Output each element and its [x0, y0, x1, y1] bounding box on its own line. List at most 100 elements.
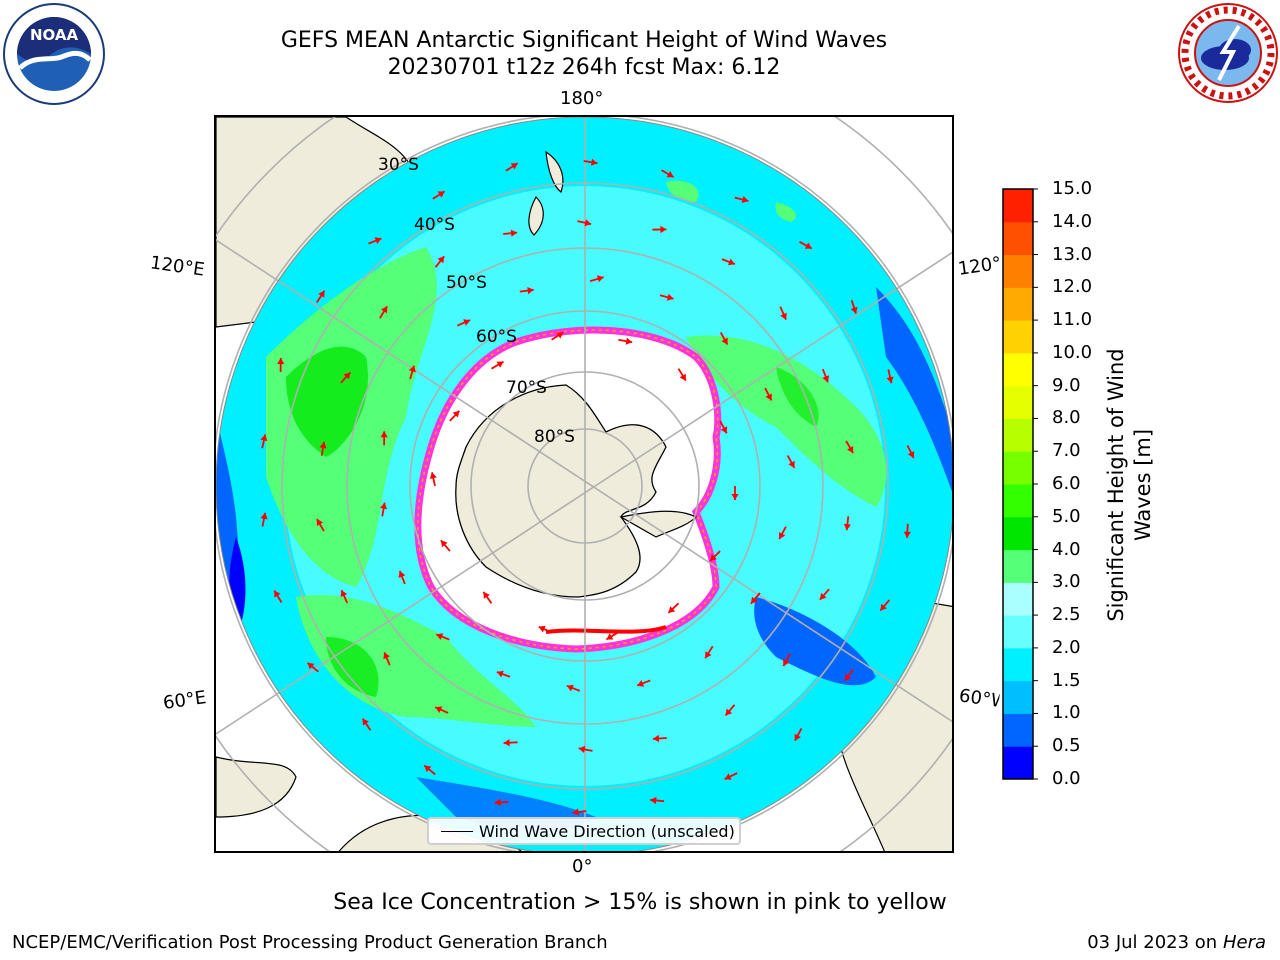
wind-wave-arrowhead: [510, 229, 518, 237]
colorbar-tick-label: 0.5: [1052, 735, 1081, 757]
wind-wave-arrowhead: [437, 256, 445, 264]
wind-wave-arrowhead: [822, 375, 830, 383]
wind-wave-arrows: [260, 158, 915, 816]
colorbar-swatch: [1003, 221, 1033, 256]
wind-wave-arrowhead: [728, 258, 735, 266]
wind-wave-arrowhead: [260, 512, 268, 520]
wind-wave-arrowhead: [903, 531, 911, 538]
wind-wave-arrowhead: [584, 219, 592, 227]
wind-wave-arrowhead: [483, 591, 490, 599]
footer-date-text: 03 Jul 2023 on: [1087, 932, 1223, 953]
wind-wave-arrowhead: [436, 633, 444, 640]
lat-label-50s: 50°S: [446, 273, 487, 293]
colorbar-tick-label: 6.0: [1052, 473, 1081, 494]
colorbar-swatch: [1003, 451, 1033, 485]
wind-wave-arrowhead: [650, 796, 657, 805]
wind-wave-arrowhead: [783, 659, 790, 667]
wind-wave-arrowhead: [319, 441, 327, 449]
wind-wave-arrowhead: [380, 502, 388, 510]
colorbar-tick-label: 10.0: [1052, 341, 1093, 363]
colorbar-tick-label: 8.0: [1052, 407, 1081, 429]
wind-wave-arrowhead: [572, 808, 579, 816]
wind-wave-arrowhead: [437, 191, 445, 198]
colorbar: [1002, 188, 1038, 780]
colorbar-swatch: [1003, 746, 1033, 780]
colorbar-tick-label: 4.0: [1052, 538, 1081, 560]
wind-wave-arrowhead: [725, 708, 733, 716]
wind-wave-arrowhead: [907, 451, 915, 458]
wind-wave-arrowhead: [381, 306, 388, 314]
wind-wave-arrowhead: [463, 319, 471, 326]
wind-wave-arrowhead: [652, 734, 660, 743]
lon-label-60e: 60°E: [161, 687, 208, 714]
wind-wave-arrowhead: [625, 337, 633, 345]
wind-wave-arrowhead: [274, 590, 281, 598]
lat-label-30s: 30°S: [378, 155, 419, 175]
wind-wave-arrowhead: [380, 431, 388, 438]
svg-text:NOAA: NOAA: [30, 26, 79, 44]
colorbar-title: Significant Height of Wind Waves [m]: [1103, 348, 1157, 621]
chart-title: GEFS MEAN Antarctic Significant Height o…: [280, 28, 888, 53]
wind-wave-arrowhead: [804, 242, 812, 249]
colorbar-tick-label: 9.0: [1052, 374, 1081, 396]
colorbar-title-line2: Waves [m]: [1131, 428, 1155, 542]
colorbar-tick-label: 2.0: [1052, 636, 1081, 658]
lat-label-60s: 60°S: [476, 327, 517, 347]
wind-wave-arrowhead: [880, 603, 887, 611]
wind-wave-arrowhead: [721, 337, 728, 345]
lat-label-80s: 80°S: [534, 427, 575, 447]
wind-wave-arrowhead: [731, 494, 739, 500]
wind-wave-arrowhead: [496, 361, 504, 368]
colorbar-title-line1: Significant Height of Wind: [1104, 348, 1128, 622]
map-canvas: 30°S 40°S 50°S 60°S 70°S 80°S: [216, 117, 952, 851]
wind-wave-arrowhead: [503, 739, 510, 747]
wind-wave-arrowhead: [750, 596, 758, 604]
latitude-labels: 30°S 40°S 50°S 60°S 70°S 80°S: [378, 155, 575, 447]
wind-wave-arrowhead: [343, 372, 351, 380]
wind-wave-arrowhead: [778, 532, 786, 539]
colorbar-swatch: [1003, 254, 1033, 288]
wind-wave-arrowhead: [578, 745, 586, 753]
wind-wave-arrowhead: [850, 306, 858, 314]
lon-label-60w: 60°W: [957, 685, 1001, 712]
colorbar-swatch: [1003, 680, 1033, 714]
wind-wave-arrowhead: [383, 652, 390, 660]
wind-wave-arrowhead: [307, 662, 315, 670]
wind-wave-arrowhead: [765, 393, 772, 401]
colorbar-swatch: [1003, 352, 1033, 387]
wind-wave-arrowhead: [496, 670, 504, 678]
wind-wave-arrowhead: [260, 434, 268, 442]
colorbar-tick-label: 11.0: [1052, 309, 1093, 331]
colorbar-tick-label: 13.0: [1052, 243, 1093, 265]
wind-wave-arrowhead: [340, 590, 348, 597]
footer-host: Hera: [1222, 932, 1266, 953]
wind-wave-arrowhead: [556, 332, 564, 339]
lon-label-120e: 120°E: [148, 252, 206, 281]
colorbar-swatch: [1003, 516, 1033, 551]
wind-wave-arrowhead: [705, 651, 712, 659]
wind-wave-arrowhead: [318, 290, 325, 298]
wind-wave-arrowhead: [847, 446, 854, 453]
lon-label-180: 180°: [560, 88, 604, 109]
wind-wave-arrowhead: [452, 410, 460, 418]
wind-wave-arrowhead: [710, 554, 717, 561]
polar-map: 30°S 40°S 50°S 60°S 70°S 80°S: [214, 115, 954, 853]
footer-credit: NCEP/EMC/Verification Post Processing Pr…: [12, 932, 608, 953]
lon-label-120w: 120°W: [956, 253, 1002, 280]
wind-wave-arrowhead: [566, 684, 574, 692]
wind-wave-arrowhead: [720, 426, 728, 434]
colorbar-swatch: [1003, 484, 1033, 518]
wind-wave-arrowhead: [527, 287, 534, 295]
wind-wave-arrowhead: [788, 460, 795, 468]
wind-wave-arrowhead: [741, 196, 749, 203]
chart-subtitle: 20230701 t12z 264h fcst Max: 6.12: [387, 55, 781, 80]
colorbar-tick-label: 12.0: [1052, 276, 1093, 298]
footer-date: 03 Jul 2023 on Hera: [1087, 932, 1266, 953]
colorbar-tick-label: 0.0: [1052, 768, 1081, 789]
colorbar-swatch: [1003, 647, 1033, 682]
colorbar-swatch: [1003, 582, 1033, 616]
wind-wave-arrowhead: [724, 773, 732, 780]
wind-wave-arrowhead: [819, 592, 827, 600]
sea-ice-note: Sea Ice Concentration > 15% is shown in …: [333, 890, 947, 915]
wind-wave-arrowhead: [660, 225, 667, 234]
